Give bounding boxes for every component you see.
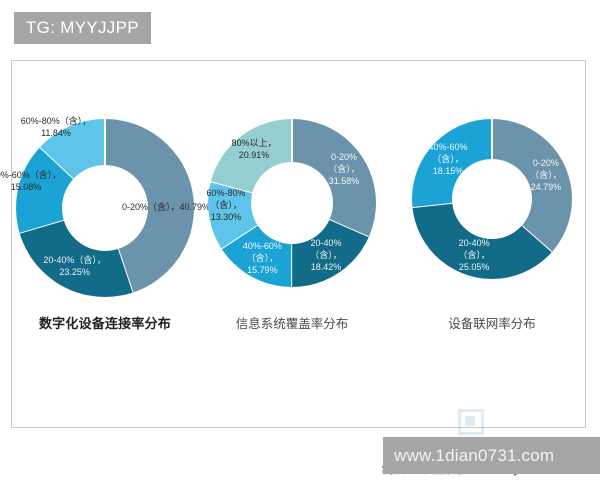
pie-slice-divider [491, 119, 493, 199]
chart-title-2: 信息系统覆盖率分布 [235, 317, 349, 331]
donut-wrap-1: 0-20%（含），40.79%20-40%（含）， 23.25%40%-60%（… [0, 116, 210, 297]
bottom-url-bar: www.1dian0731.com [383, 437, 600, 474]
chart-title-3: 设备联网率分布 [448, 317, 536, 331]
pie-slice-divider [291, 119, 293, 203]
chart-panel-2: 0-20% （含）， 31.58% 20-40% （含）， 18.42% 40%-6… [197, 61, 387, 361]
pie-slice-label: 20-40% （含）， 18.42% [310, 238, 342, 273]
pie-slice-label: 20-40% （含）， 25.05% [458, 238, 490, 273]
charts-row: 0-20%（含），40.79%20-40%（含）， 23.25%40%-60%（… [0, 61, 587, 429]
chart-panel-3: 0-20% （含）， 24.79% 20-40% （含）， 25.05% 40%-6… [397, 61, 587, 361]
pie-slice-label: 80%以上， 20.91% [231, 138, 277, 160]
pie-slice-label: 60%-80% （含）， 13.30% [206, 188, 246, 222]
pie-slice-label: 40%-60% （含）， 15.79% [242, 240, 282, 275]
donut-chart-1: 0-20%（含），40.79%20-40%（含）， 23.25%40%-60%（… [0, 116, 210, 297]
chart-card: 0-20%（含），40.79%20-40%（含）， 23.25%40%-60%（… [0, 60, 587, 476]
pie-slice-label: 0-20% （含）， 31.58% [328, 152, 360, 186]
donut-wrap-2: 0-20% （含）， 31.58% 20-40% （含）， 18.42% 40%-6… [206, 119, 376, 287]
pie-slice-label: 0-20% （含）， 24.79% [530, 157, 562, 192]
bottom-url-text: www.1dian0731.com [394, 446, 555, 465]
pie-slice-label: 40%-60%（含）， 15.08% [0, 170, 62, 192]
donut-wrap-3: 0-20% （含）， 24.79% 20-40% （含）， 25.05% 40%-6… [412, 119, 572, 279]
chart-panel-1: 0-20%（含），40.79%20-40%（含）， 23.25%40%-60%（… [0, 61, 210, 361]
chart-title-1: 数字化设备连接率分布 [38, 316, 171, 331]
donut-chart-2: 0-20% （含）， 31.58% 20-40% （含）， 18.42% 40%-6… [206, 119, 376, 287]
tg-watermark-badge: TG: MYYJJPP [14, 12, 151, 44]
pie-slice-label: 60%-80%（含）， 11.84% [20, 116, 92, 138]
donut-chart-3: 0-20% （含）， 24.79% 20-40% （含）， 25.05% 40%-6… [412, 119, 572, 279]
pie-slice-divider [104, 119, 106, 208]
pie-slice-label: 20-40%（含）， 23.25% [43, 255, 106, 278]
